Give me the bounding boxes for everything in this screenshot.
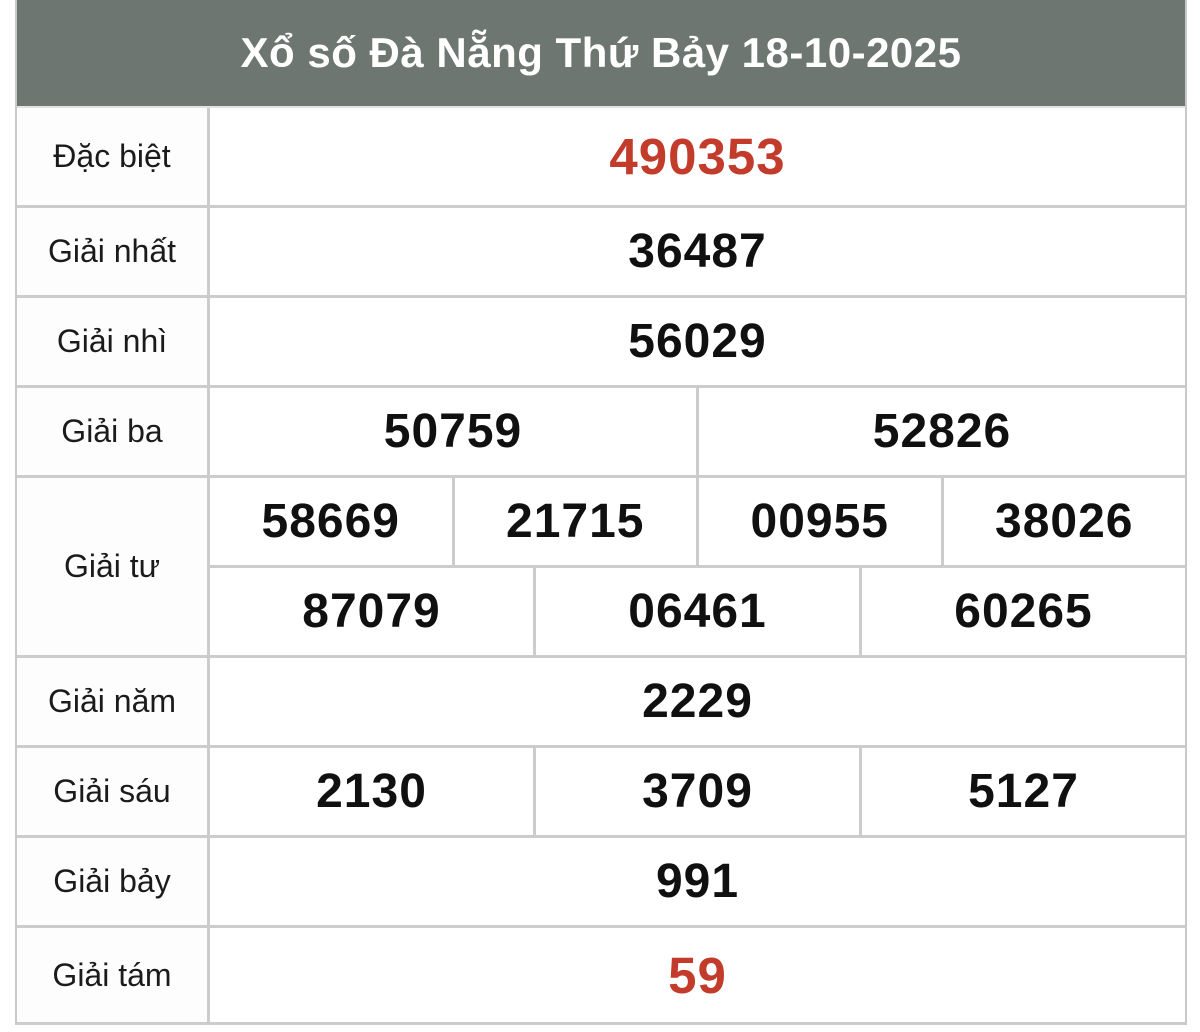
prize-label-giai-nhat: Giải nhất (17, 208, 210, 295)
prize-number: 06461 (533, 568, 859, 655)
prize-subrow: 58669 21715 00955 38026 (210, 478, 1185, 565)
prize-row-giai-ba: Giải ba 50759 52826 (17, 388, 1185, 478)
prize-subrow: 991 (210, 838, 1185, 925)
prize-label-giai-bay: Giải bảy (17, 838, 210, 925)
prize-subrow: 59 (210, 928, 1185, 1022)
prize-row-giai-tam: Giải tám 59 (17, 928, 1185, 1025)
prize-values-giai-nhi: 56029 (210, 298, 1185, 385)
prize-label-giai-nam: Giải năm (17, 658, 210, 745)
prize-number: 5127 (859, 748, 1185, 835)
prize-row-giai-sau: Giải sáu 2130 3709 5127 (17, 748, 1185, 838)
prize-values-giai-bay: 991 (210, 838, 1185, 925)
prize-number: 50759 (210, 388, 696, 475)
prize-number: 991 (210, 838, 1185, 925)
prize-label-giai-nhi: Giải nhì (17, 298, 210, 385)
prize-values-giai-ba: 50759 52826 (210, 388, 1185, 475)
prize-values-dac-biet: 490353 (210, 108, 1185, 205)
page-title: Xổ số Đà Nẵng Thứ Bảy 18-10-2025 (17, 0, 1185, 108)
prize-subrow: 56029 (210, 298, 1185, 385)
prize-values-giai-tam: 59 (210, 928, 1185, 1022)
prize-row-dac-biet: Đặc biệt 490353 (17, 108, 1185, 208)
prize-number: 3709 (533, 748, 859, 835)
prize-number: 58669 (210, 478, 452, 565)
lottery-results-table: Xổ số Đà Nẵng Thứ Bảy 18-10-2025 Đặc biệ… (15, 0, 1187, 1025)
prize-row-giai-nhi: Giải nhì 56029 (17, 298, 1185, 388)
prize-subrow: 490353 (210, 108, 1185, 205)
prize-row-giai-nam: Giải năm 2229 (17, 658, 1185, 748)
prize-row-giai-tu: Giải tư 58669 21715 00955 38026 87079 06461 602… (17, 478, 1185, 658)
prize-rows-container: Đặc biệt 490353 Giải nhất 36487 Giải nhì 5602… (17, 108, 1185, 1025)
prize-label-giai-sau: Giải sáu (17, 748, 210, 835)
prize-subrow: 36487 (210, 208, 1185, 295)
prize-number: 52826 (696, 388, 1185, 475)
prize-label-dac-biet: Đặc biệt (17, 108, 210, 205)
prize-values-giai-sau: 2130 3709 5127 (210, 748, 1185, 835)
prize-number: 36487 (210, 208, 1185, 295)
prize-number: 00955 (696, 478, 941, 565)
prize-number: 2130 (210, 748, 533, 835)
prize-subrow: 2130 3709 5127 (210, 748, 1185, 835)
prize-number: 87079 (210, 568, 533, 655)
prize-values-giai-tu: 58669 21715 00955 38026 87079 06461 60265 (210, 478, 1185, 655)
prize-row-giai-bay: Giải bảy 991 (17, 838, 1185, 928)
prize-number: 60265 (859, 568, 1185, 655)
prize-number: 21715 (451, 478, 696, 565)
prize-values-giai-nam: 2229 (210, 658, 1185, 745)
prize-number: 59 (210, 928, 1185, 1022)
prize-subrow: 2229 (210, 658, 1185, 745)
prize-subrow: 50759 52826 (210, 388, 1185, 475)
prize-subrow: 87079 06461 60265 (210, 565, 1185, 655)
prize-number: 38026 (940, 478, 1185, 565)
prize-label-giai-tam: Giải tám (17, 928, 210, 1022)
prize-number: 2229 (210, 658, 1185, 745)
prize-number: 490353 (210, 108, 1185, 205)
prize-label-giai-tu: Giải tư (17, 478, 210, 655)
prize-number: 56029 (210, 298, 1185, 385)
prize-label-giai-ba: Giải ba (17, 388, 210, 475)
prize-row-giai-nhat: Giải nhất 36487 (17, 208, 1185, 298)
prize-values-giai-nhat: 36487 (210, 208, 1185, 295)
